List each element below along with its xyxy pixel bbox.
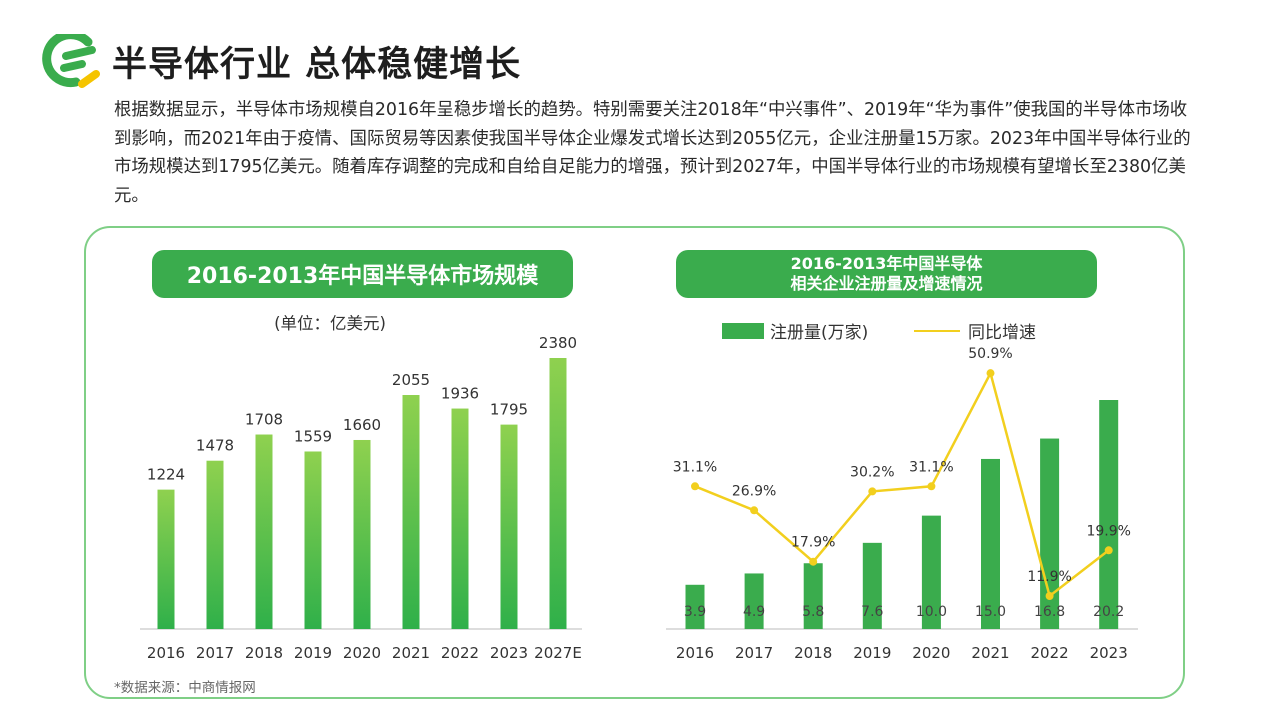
chart1-value-label-2022: 1936	[441, 385, 479, 403]
chart2-bar-label-2020: 10.0	[916, 604, 947, 620]
chart2-bar-2018	[803, 563, 823, 629]
chart2-x-tick-2019: 2019	[853, 644, 891, 662]
chart1-value-label-2023: 1795	[490, 401, 528, 419]
chart1-bar-2021	[402, 395, 420, 629]
chart2-growth-line	[694, 369, 1110, 599]
chart1-value-label-2016: 1224	[147, 466, 185, 484]
page-title: 半导体行业 总体稳健增长	[112, 45, 522, 85]
chart1-value-label-2017: 1478	[196, 437, 234, 455]
chart2-bar-2023	[1099, 400, 1119, 629]
chart2-bar-label-2022: 16.8	[1034, 604, 1065, 620]
chart2-bar-label-2021: 15.0	[975, 604, 1006, 620]
page-description: 根据数据显示，半导体市场规模自2016年呈稳步增长的趋势。特别需要关注2018年…	[114, 100, 1191, 206]
chart2-title: 2016-2013年中国半导体 相关企业注册量及增速情况	[676, 250, 1097, 298]
chart2-x-tick-2021: 2021	[971, 644, 1009, 662]
chart1-value-label-2020: 1660	[343, 416, 381, 434]
chart1-x-tick-2023: 2023	[490, 644, 528, 662]
chart2-bar-label-2019: 7.6	[861, 604, 883, 620]
chart2-bar-label-2023: 20.2	[1093, 604, 1124, 620]
chart2-growth-label-2016: 31.1%	[673, 459, 717, 475]
chart2-x-tick-2018: 2018	[794, 644, 832, 662]
chart2-growth-label-2022: 11.9%	[1027, 569, 1071, 585]
chart1-bar-2027E	[549, 358, 567, 629]
chart2-growth-point-2020	[927, 482, 936, 491]
chart2-x-tick-2022: 2022	[1031, 644, 1069, 662]
chart1-x-tick-2022: 2022	[441, 644, 479, 662]
chart2-growth-label-2018: 17.9%	[791, 535, 835, 551]
legend-bar-swatch	[722, 322, 764, 339]
brand-logo-icon	[42, 34, 100, 88]
chart1-unit-label: (单位：亿美元)	[274, 314, 386, 333]
chart2-growth-label-2019: 30.2%	[850, 464, 894, 480]
chart1-bar-2020	[353, 439, 371, 629]
chart2-bar-2016	[685, 584, 705, 629]
chart2-bar-2021	[981, 458, 1000, 629]
chart2-title-line1: 2016-2013年中国半导体	[790, 254, 983, 273]
chart2-x-tick-2020: 2020	[912, 644, 950, 662]
chart2-bar-2017	[744, 573, 764, 629]
charts-panel	[84, 226, 1185, 699]
chart1-value-label-2019: 1559	[294, 427, 332, 445]
chart1-bar-2016	[157, 489, 175, 629]
chart2-bar-2022	[1040, 438, 1060, 629]
chart1-x-tick-2018: 2018	[245, 644, 283, 662]
chart2-growth-point-2017	[750, 506, 759, 515]
chart2-growth-label-2023: 19.9%	[1086, 523, 1130, 539]
chart1-value-label-2018: 1708	[245, 411, 283, 429]
chart2-growth-label-2017: 26.9%	[732, 483, 776, 499]
chart1-value-label-2027E: 2380	[539, 334, 577, 352]
chart1-x-tick-2016: 2016	[147, 644, 185, 662]
chart1-x-tick-2027E: 2027E	[534, 644, 582, 662]
chart2-bar-2020	[921, 515, 941, 629]
legend-bar-label: 注册量(万家)	[770, 323, 869, 343]
chart2-bar-label-2017: 4.9	[743, 604, 765, 620]
chart1-title: 2016-2013年中国半导体市场规模	[152, 250, 573, 298]
chart2-bar-2019	[862, 542, 882, 629]
legend-line-entry: 同比增速	[914, 318, 1036, 343]
chart1-value-label-2021: 2055	[392, 371, 430, 389]
chart2-growth-label-2021: 50.9%	[968, 346, 1012, 362]
chart2-bar-label-2018: 5.8	[802, 604, 824, 620]
chart2-title-line2: 相关企业注册量及增速情况	[790, 274, 983, 293]
legend-line-label: 同比增速	[968, 323, 1036, 343]
chart1-x-tick-2017: 2017	[196, 644, 234, 662]
chart2-growth-label-2020: 31.1%	[909, 459, 953, 475]
chart1-bar-2022	[451, 408, 469, 629]
chart1-x-tick-2019: 2019	[294, 644, 332, 662]
chart2-growth-point-2016	[691, 482, 699, 491]
legend-bar-entry: 注册量(万家)	[722, 318, 868, 343]
chart2-growth-point-2023	[1104, 546, 1113, 555]
chart1-x-tick-2021: 2021	[392, 644, 430, 662]
chart1-bar-2019	[304, 451, 322, 629]
chart1-x-tick-2020: 2020	[343, 644, 381, 662]
chart2-x-tick-2023: 2023	[1090, 644, 1128, 662]
chart2-bar-label-2016: 3.9	[684, 604, 706, 620]
legend-line-swatch	[914, 329, 960, 332]
chart2-growth-point-2019	[868, 487, 877, 496]
chart2-growth-point-2018	[809, 557, 818, 566]
chart1-bar-2017	[206, 460, 224, 629]
chart2-growth-point-2021	[986, 369, 995, 378]
chart2-x-tick-2016: 2016	[676, 644, 714, 662]
chart1-bar-2023	[500, 424, 518, 629]
chart1-bar-2018	[255, 434, 273, 629]
chart2-x-tick-2017: 2017	[735, 644, 773, 662]
chart2-growth-point-2022	[1045, 592, 1054, 600]
data-source-note: *数据来源：中商情报网	[114, 680, 256, 696]
